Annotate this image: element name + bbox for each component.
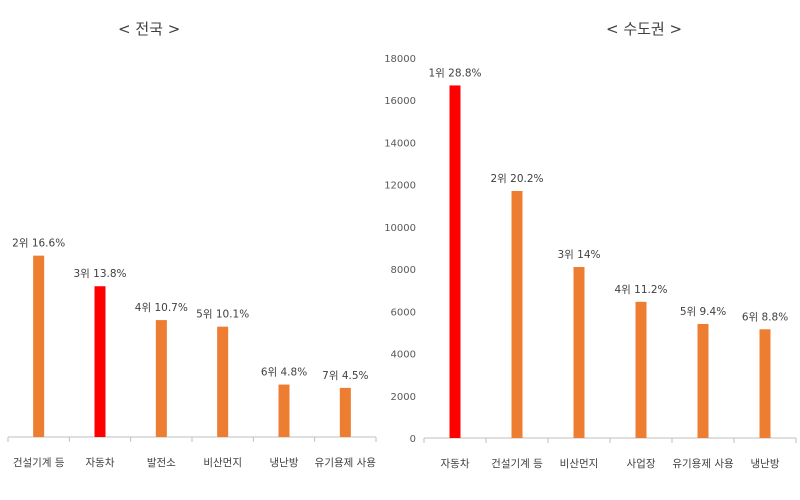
data-label: 3위 14%	[557, 248, 600, 261]
bar-2	[94, 286, 106, 437]
y-tick-label: 8000	[391, 265, 416, 276]
category-label: 발전소	[147, 457, 176, 469]
bar-4	[635, 301, 647, 438]
category-label: 냉난방	[270, 457, 299, 469]
bar-5	[278, 384, 290, 437]
category-label: 사업장	[627, 457, 656, 470]
data-label: 2위 20.2%	[490, 172, 543, 185]
bar-3	[573, 267, 585, 438]
y-tick-label: 2000	[391, 392, 416, 403]
category-label: 냉난방	[751, 458, 780, 470]
bar-3	[155, 320, 167, 437]
category-label: 비산먼지	[560, 458, 599, 470]
data-label: 7위 4.5%	[322, 369, 368, 382]
data-label: 5위 10.1%	[196, 308, 249, 321]
data-label: 6위 8.8%	[742, 310, 788, 323]
category-label: 유기용제 사용	[315, 457, 377, 469]
bar-1	[449, 85, 461, 438]
bar-5	[697, 324, 709, 438]
y-tick-label: 18000	[384, 54, 416, 65]
y-tick-label: 16000	[384, 96, 416, 107]
category-label: 건설기계 등	[491, 458, 543, 470]
data-label: 1위 28.8%	[428, 66, 481, 79]
category-label: 유기용제 사용	[672, 458, 734, 470]
data-label: 6위 4.8%	[261, 366, 307, 379]
data-label: 4위 10.7%	[135, 301, 188, 314]
category-label: 자동차	[441, 458, 470, 470]
category-label: 건설기계 등	[13, 457, 65, 469]
y-tick-label: 12000	[384, 181, 416, 192]
chart-national: 2위 16.6% 건설기계 등 3위 13.8% 자동차 4위 10.7% 발전소 5위 1…	[7, 237, 377, 469]
data-label: 3위 13.8%	[73, 267, 126, 280]
bar-6	[759, 329, 771, 438]
data-label: 4위 11.2%	[614, 283, 667, 296]
chart-panel-national: < 전국 > 2위 16.6% 건설기계 등 3위 13.8% 자동차 4위 10.7%…	[0, 0, 380, 500]
chart-panel-capital: < 수도권 > 0 2000 4000 6000 8000 10000 12000 14000…	[380, 0, 800, 500]
category-label: 비산먼지	[203, 457, 242, 469]
y-tick-label: 4000	[391, 350, 416, 361]
data-label: 5위 9.4%	[680, 305, 726, 318]
bar-6	[339, 387, 351, 437]
category-label: 자동차	[86, 457, 115, 469]
y-tick-label: 0	[410, 434, 416, 445]
y-tick-label: 10000	[384, 223, 416, 234]
y-tick-label: 6000	[391, 307, 416, 318]
y-tick-label: 14000	[384, 138, 416, 149]
bar-4	[217, 326, 229, 437]
chart-title-capital: < 수도권 >	[606, 20, 683, 38]
bar-2	[511, 191, 523, 438]
chart-title-national: < 전국 >	[118, 20, 181, 38]
chart-capital: 0 2000 4000 6000 8000 10000 12000 14000 16000 180…	[384, 54, 797, 470]
bar-1	[33, 255, 45, 437]
data-label: 2위 16.6%	[12, 237, 65, 250]
